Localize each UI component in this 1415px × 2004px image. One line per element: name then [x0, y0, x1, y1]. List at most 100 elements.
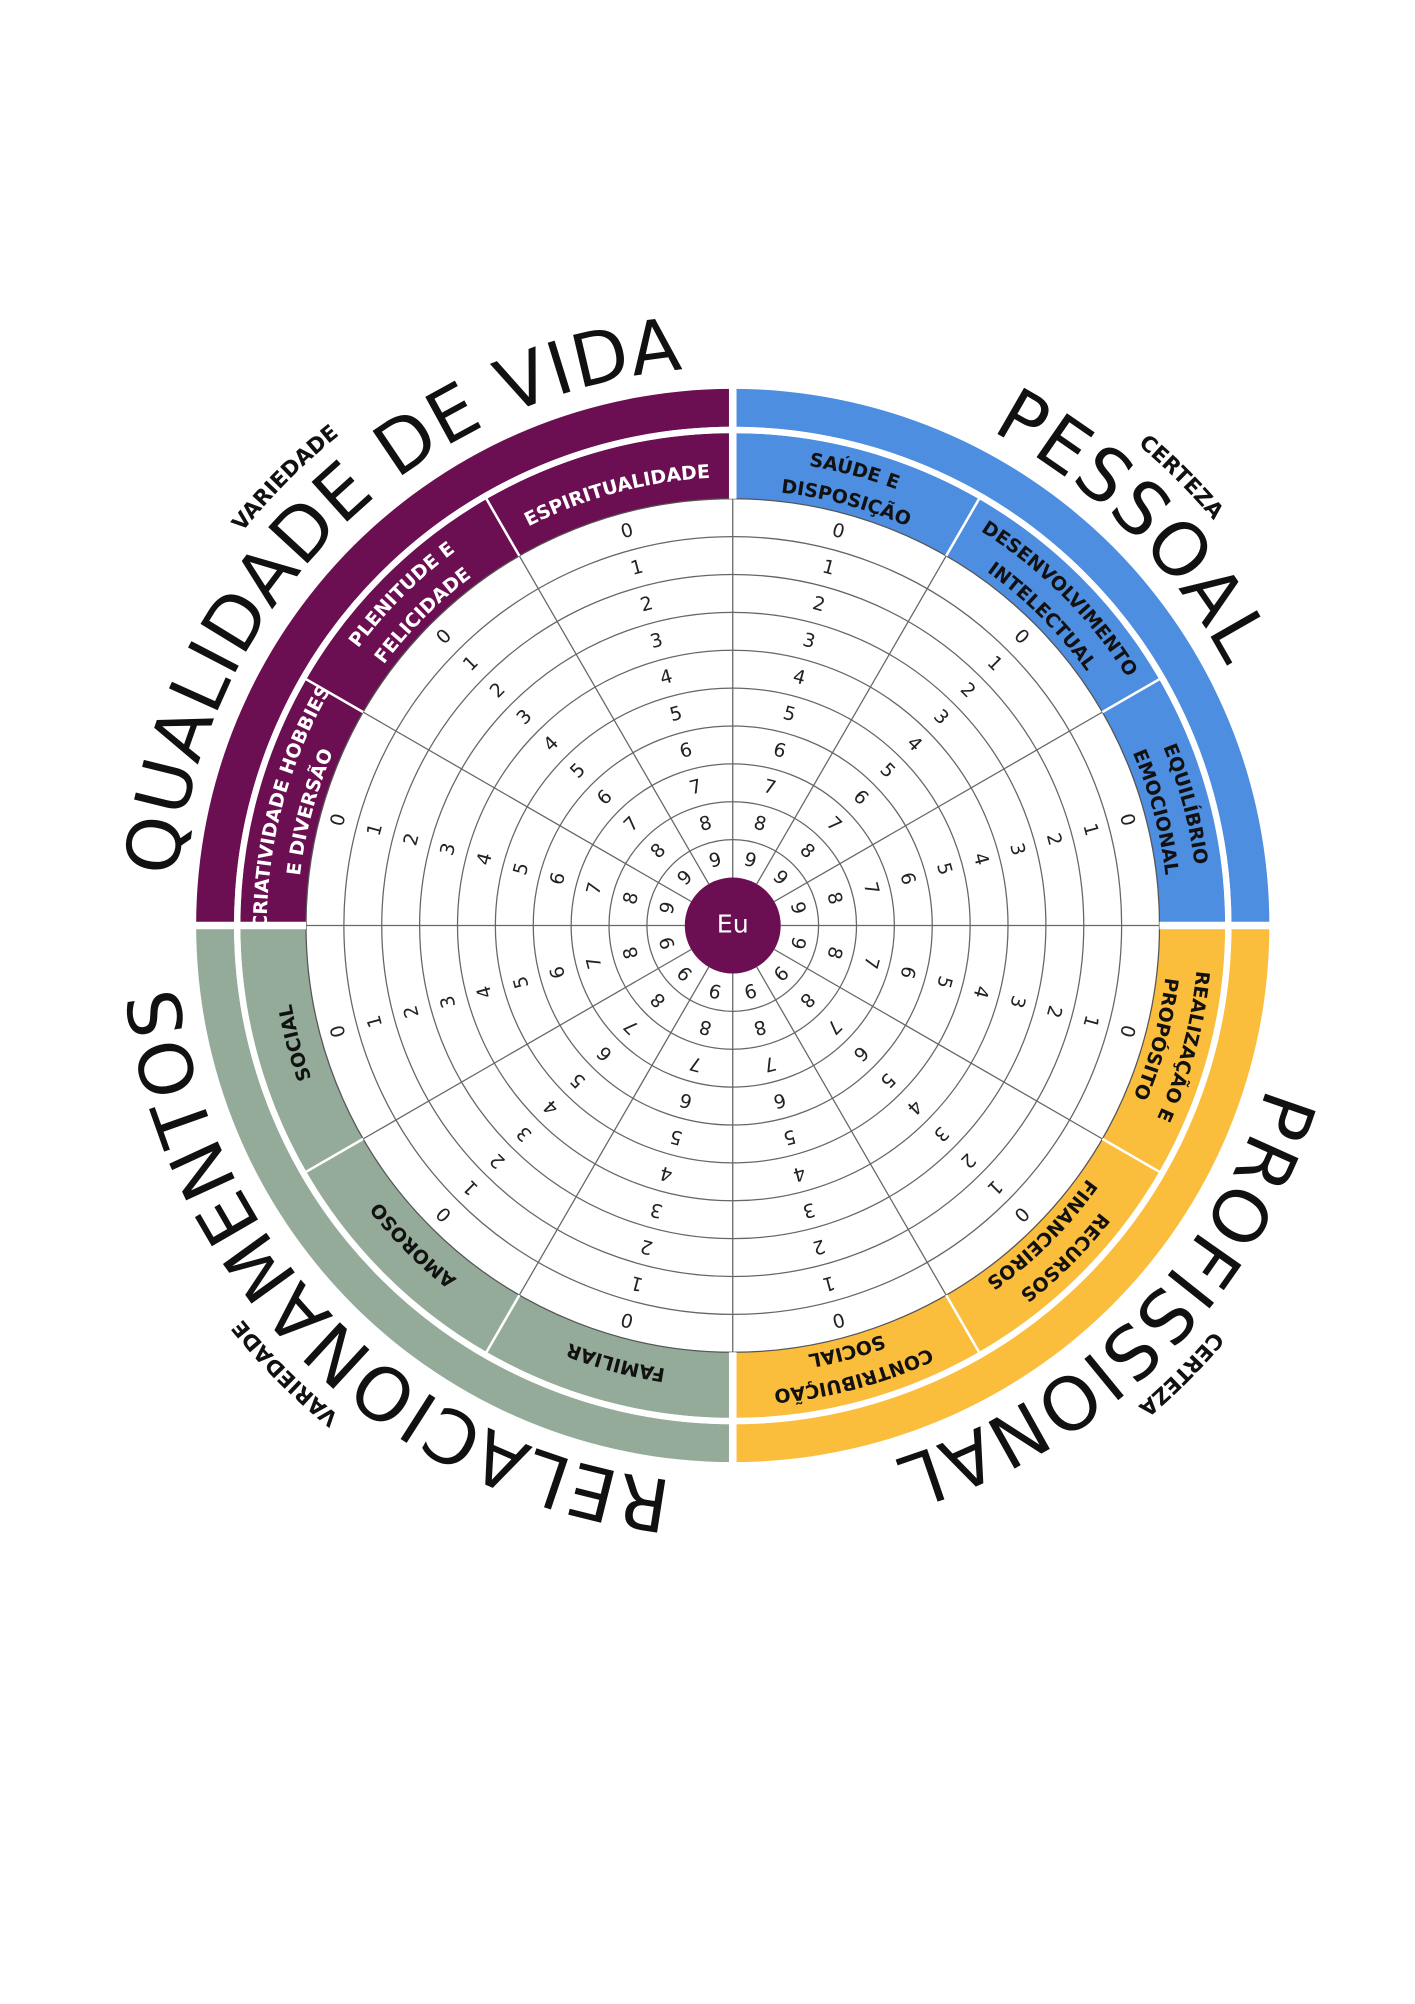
scale-number: 1 — [628, 555, 645, 579]
scale-number: 1 — [820, 555, 837, 579]
scale-number: 7 — [582, 954, 606, 971]
scale-number: 9 — [655, 934, 679, 951]
scale-number: 8 — [822, 890, 846, 907]
group-band — [732, 925, 1270, 1463]
scale-number: 5 — [781, 702, 798, 726]
spoke — [362, 948, 692, 1140]
scale-number: 2 — [1042, 1003, 1066, 1020]
scale-number: 0 — [830, 519, 847, 543]
scale-number: 0 — [1115, 1023, 1139, 1040]
scale-number: 7 — [687, 775, 704, 799]
scale-number: 8 — [822, 944, 846, 961]
category-band — [732, 1295, 979, 1418]
band-gap — [234, 426, 1232, 1425]
scale-number: 9 — [786, 934, 810, 951]
scale-number: 8 — [619, 890, 643, 907]
scale-number: 1 — [1078, 1013, 1102, 1030]
scale-number: 2 — [399, 831, 423, 848]
group-band — [196, 925, 733, 1463]
scale-number: 8 — [751, 1015, 768, 1039]
category-band — [486, 433, 733, 556]
band-separator — [485, 1294, 521, 1353]
scale-number: 2 — [638, 1235, 655, 1259]
spoke — [362, 711, 692, 903]
scale-number: 7 — [761, 1052, 778, 1076]
scale-number: 7 — [582, 880, 606, 897]
spoke — [756, 966, 947, 1296]
scale-number: 5 — [509, 974, 533, 991]
scale-number: 8 — [697, 812, 714, 836]
scale-number: 9 — [655, 899, 679, 916]
spoke — [773, 711, 1103, 903]
scale-number: 9 — [707, 978, 724, 1002]
band-separator — [305, 678, 364, 714]
scale-number: 5 — [667, 1125, 684, 1149]
scale-number: 0 — [326, 811, 350, 828]
scale-number: 8 — [619, 944, 643, 961]
group-band — [732, 388, 1270, 926]
scale-number: 9 — [707, 848, 724, 872]
scale-number: 3 — [800, 1198, 817, 1222]
spoke — [518, 555, 710, 885]
scale-number: 6 — [677, 738, 694, 762]
category-band — [306, 499, 520, 713]
spoke — [756, 555, 947, 885]
spoke — [773, 948, 1103, 1140]
scale-number: 6 — [771, 1088, 788, 1112]
scale-number: 4 — [658, 1161, 675, 1185]
scale-number: 1 — [1078, 821, 1102, 838]
scale-number: 2 — [638, 592, 655, 616]
group-band — [196, 388, 733, 926]
category-band — [240, 679, 364, 926]
scale-number: 3 — [648, 1198, 665, 1222]
scale-number: 2 — [1042, 831, 1066, 848]
scale-number: 6 — [677, 1088, 694, 1112]
scale-number: 9 — [742, 848, 759, 872]
scale-number: 0 — [1115, 811, 1139, 828]
scale-number: 4 — [969, 983, 993, 1000]
scale-number: 7 — [859, 954, 883, 971]
scale-number: 8 — [697, 1015, 714, 1039]
scale-number: 2 — [810, 592, 827, 616]
category-band — [306, 1138, 520, 1352]
band-separator — [485, 498, 521, 557]
scale-number: 4 — [791, 1161, 808, 1185]
scale-number: 6 — [771, 738, 788, 762]
scale-number: 3 — [436, 993, 460, 1010]
scale-number: 5 — [932, 974, 956, 991]
category-band — [240, 925, 364, 1172]
center-circle — [684, 877, 781, 974]
scale-number: 3 — [1005, 993, 1029, 1010]
scale-number: 8 — [751, 812, 768, 836]
scale-number: 1 — [628, 1271, 645, 1295]
scale-number: 6 — [895, 964, 919, 981]
center-label: Eu — [717, 910, 749, 939]
band-separator — [305, 1137, 364, 1173]
category-band — [486, 1295, 733, 1418]
scale-number: 0 — [618, 1308, 635, 1332]
band-separator — [945, 498, 981, 557]
scale-number: 6 — [546, 870, 570, 887]
scale-number: 3 — [648, 629, 665, 653]
scale-number: 2 — [810, 1235, 827, 1259]
scale-number: 1 — [363, 1013, 387, 1030]
scale-number: 4 — [658, 665, 675, 689]
scale-number: 3 — [1005, 841, 1029, 858]
scale-number: 9 — [786, 899, 810, 916]
scale-number: 4 — [791, 665, 808, 689]
scale-number: 3 — [436, 841, 460, 858]
band-separator — [945, 1294, 981, 1353]
scale-number: 4 — [473, 850, 497, 867]
scale-number: 5 — [667, 702, 684, 726]
scale-number: 9 — [742, 978, 759, 1002]
category-band — [732, 433, 979, 556]
category-band — [1102, 679, 1226, 926]
scale-number: 1 — [363, 821, 387, 838]
scale-number: 5 — [932, 860, 956, 877]
spoke — [518, 966, 710, 1296]
scale-number: 0 — [830, 1308, 847, 1332]
scale-number: 4 — [473, 983, 497, 1000]
scale-number: 6 — [895, 870, 919, 887]
